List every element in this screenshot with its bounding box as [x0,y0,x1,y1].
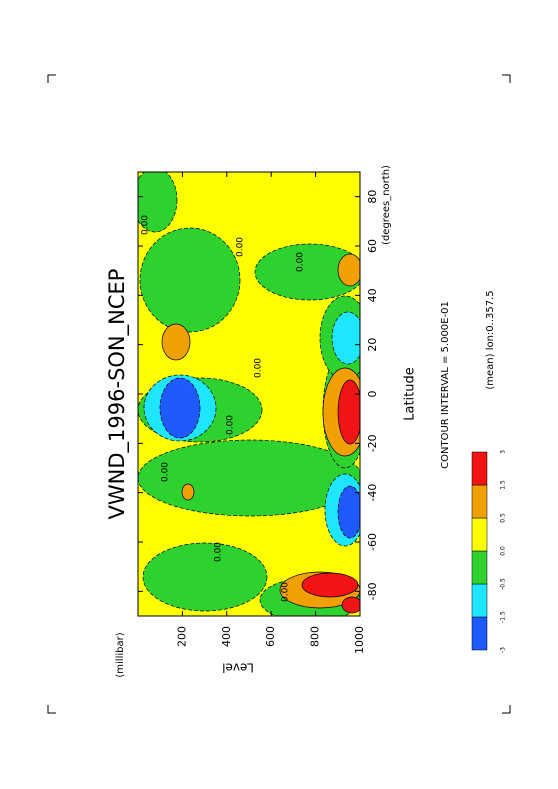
x-tick-label: 80 [366,190,379,204]
contour-interval: CONTOUR INTERVAL = 5.000E-01 [440,301,451,469]
contour-fill [337,253,360,287]
contour-fill [161,323,191,361]
corner-mark [47,705,56,714]
y-tick-label: 800 [309,626,322,647]
contour-fill [341,596,360,614]
colorbar-box [471,616,488,651]
colorbar-box [471,484,488,519]
contour-fill [301,572,359,598]
y-axis-unit: (millibar) [115,632,126,677]
contour-fill [142,542,268,612]
colorbar-box [471,451,488,486]
chart-title: VWND_1996-SON_NCEP [105,269,130,520]
contour-label: 0.00 [254,358,264,378]
x-axis-unit: (degrees_north) [381,165,392,245]
colorbar-box [471,583,488,618]
x-tick-label: 20 [366,338,379,352]
colorbar-label: 3 [500,450,507,454]
contour-fill [331,311,360,365]
x-tick-label: -80 [366,582,379,600]
y-tick-label: 200 [175,626,188,647]
contour-fills [138,172,360,616]
x-tick-label: -40 [366,484,379,502]
colorbar-label: -1.5 [500,611,507,623]
colorbar-box [471,550,488,585]
colorbar-label: 0.0 [500,546,507,556]
colorbar-label: 1.5 [500,480,507,490]
x-axis-label: Latitude [403,367,418,421]
contour-label: 0.00 [296,252,306,272]
contour-fill [254,243,360,301]
contour-label: 0.00 [141,215,151,235]
contour-label: 0.00 [161,462,171,482]
y-axis-label: Level [222,661,254,675]
contour-fill [337,485,360,539]
x-tick-label: -20 [366,434,379,452]
corner-mark [502,705,511,714]
contour-label: 0.00 [281,582,291,602]
annotation: (mean) lon:0..357.5 [485,290,496,389]
colorbar-label: -0.5 [500,578,507,590]
contour-fill [337,379,360,445]
x-tick-label: 0 [366,391,379,398]
x-tick-label: 40 [366,288,379,302]
contour-fill [138,439,360,517]
y-tick-label: 400 [220,626,233,647]
colorbar-box [471,517,488,552]
contour-fill [181,483,195,501]
x-tick-label: 60 [366,239,379,253]
contour-label: 0.00 [236,237,246,257]
contour-label: 0.00 [214,542,224,562]
y-tick-label: 1000 [353,626,366,654]
y-tick-label: 600 [264,626,277,647]
corner-mark [502,74,511,83]
colorbar-label: -3 [500,647,507,653]
contour-label: 0.00 [226,415,236,435]
corner-mark [47,74,56,83]
contour-fill [159,377,201,439]
x-tick-label: -60 [366,533,379,551]
colorbar-label: 0.5 [500,513,507,523]
contour-fill [138,172,178,233]
contour-fill [139,227,241,333]
